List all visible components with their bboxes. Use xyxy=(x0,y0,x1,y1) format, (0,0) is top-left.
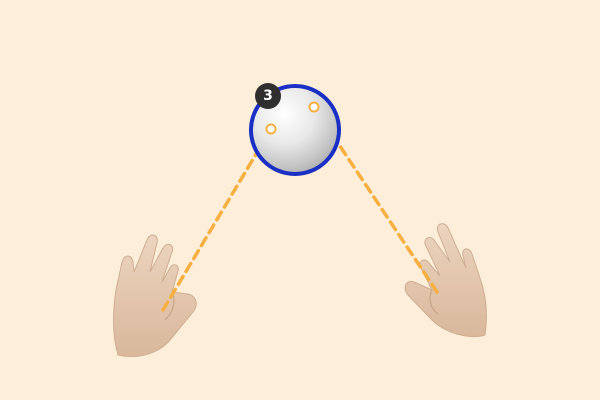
left-hand-icon[interactable] xyxy=(113,234,197,357)
right-hand-icon[interactable] xyxy=(404,223,487,337)
orb-count-badge: 3 xyxy=(255,83,281,109)
left-pointer-ray xyxy=(161,127,273,312)
right-ray-cursor xyxy=(308,101,320,113)
left-ray-cursor xyxy=(265,123,277,135)
